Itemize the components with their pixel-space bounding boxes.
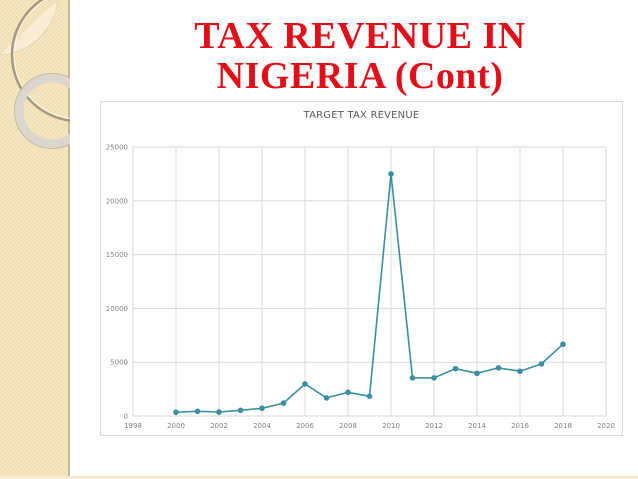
x-tick-label: 2008 xyxy=(339,422,357,430)
x-tick-label: 2000 xyxy=(167,422,185,430)
y-tick-label: 25000 xyxy=(106,144,128,152)
data-point-marker xyxy=(388,171,394,177)
data-point-marker xyxy=(194,408,201,415)
chart-container: TARGET TAX REVENUE 0 5000 10000 15000 20000 2… xyxy=(100,101,623,436)
data-point-marker xyxy=(280,400,287,406)
x-tick-label: 2016 xyxy=(511,422,529,430)
data-point-marker xyxy=(517,368,523,375)
data-point-marker xyxy=(259,405,265,412)
data-point-marker xyxy=(302,381,308,387)
slide-title: TAX REVENUE IN NIGERIA (Cont) xyxy=(175,16,545,96)
x-tick-label: 2004 xyxy=(253,422,271,430)
decorative-circles-icon xyxy=(0,0,70,149)
slide-title-line2: NIGERIA (Cont) xyxy=(216,55,504,97)
x-tick-label: 2014 xyxy=(468,422,486,430)
data-point-marker xyxy=(538,361,545,367)
data-point-marker xyxy=(495,365,502,371)
x-tick-label: 2018 xyxy=(554,422,572,430)
y-tick-label: 5000 xyxy=(110,359,128,367)
y-tick-label: 15000 xyxy=(106,251,128,259)
data-point-marker xyxy=(345,389,351,396)
y-axis-tick-labels: 0 5000 10000 15000 20000 25000 xyxy=(106,144,128,421)
y-tick-label: 0 xyxy=(124,413,128,421)
data-point-marker xyxy=(560,341,566,348)
bottom-strip xyxy=(0,476,638,479)
chart-gridlines xyxy=(132,146,607,417)
x-tick-label: 2012 xyxy=(425,422,443,430)
data-point-marker xyxy=(366,393,373,400)
y-tick-label: 20000 xyxy=(106,197,128,205)
data-point-marker xyxy=(237,407,244,414)
line-chart: 0 5000 10000 15000 20000 25000 1998 2000 2002 20… xyxy=(106,144,615,431)
data-point-marker xyxy=(431,375,437,381)
x-axis-tick-labels: 1998 2000 2002 2004 2006 2008 2010 2012 2014 2016… xyxy=(124,422,615,430)
x-tick-label: 2006 xyxy=(296,422,314,430)
y-tick-label: 10000 xyxy=(106,305,128,313)
x-tick-label: 2010 xyxy=(382,422,400,430)
data-series xyxy=(173,171,566,416)
slide-title-line1: TAX REVENUE IN xyxy=(194,15,526,57)
x-tick-label: 2020 xyxy=(597,422,615,430)
data-point-marker xyxy=(452,365,459,372)
decorative-side-band xyxy=(0,0,70,479)
x-tick-label: 1998 xyxy=(124,422,142,430)
data-point-marker xyxy=(216,409,222,415)
chart-title: TARGET TAX REVENUE xyxy=(303,110,420,121)
data-point-marker xyxy=(173,409,179,416)
data-point-marker xyxy=(474,370,480,377)
data-point-marker xyxy=(409,375,416,381)
series-line xyxy=(175,173,564,413)
x-tick-label: 2002 xyxy=(210,422,228,430)
data-point-marker xyxy=(323,395,330,401)
